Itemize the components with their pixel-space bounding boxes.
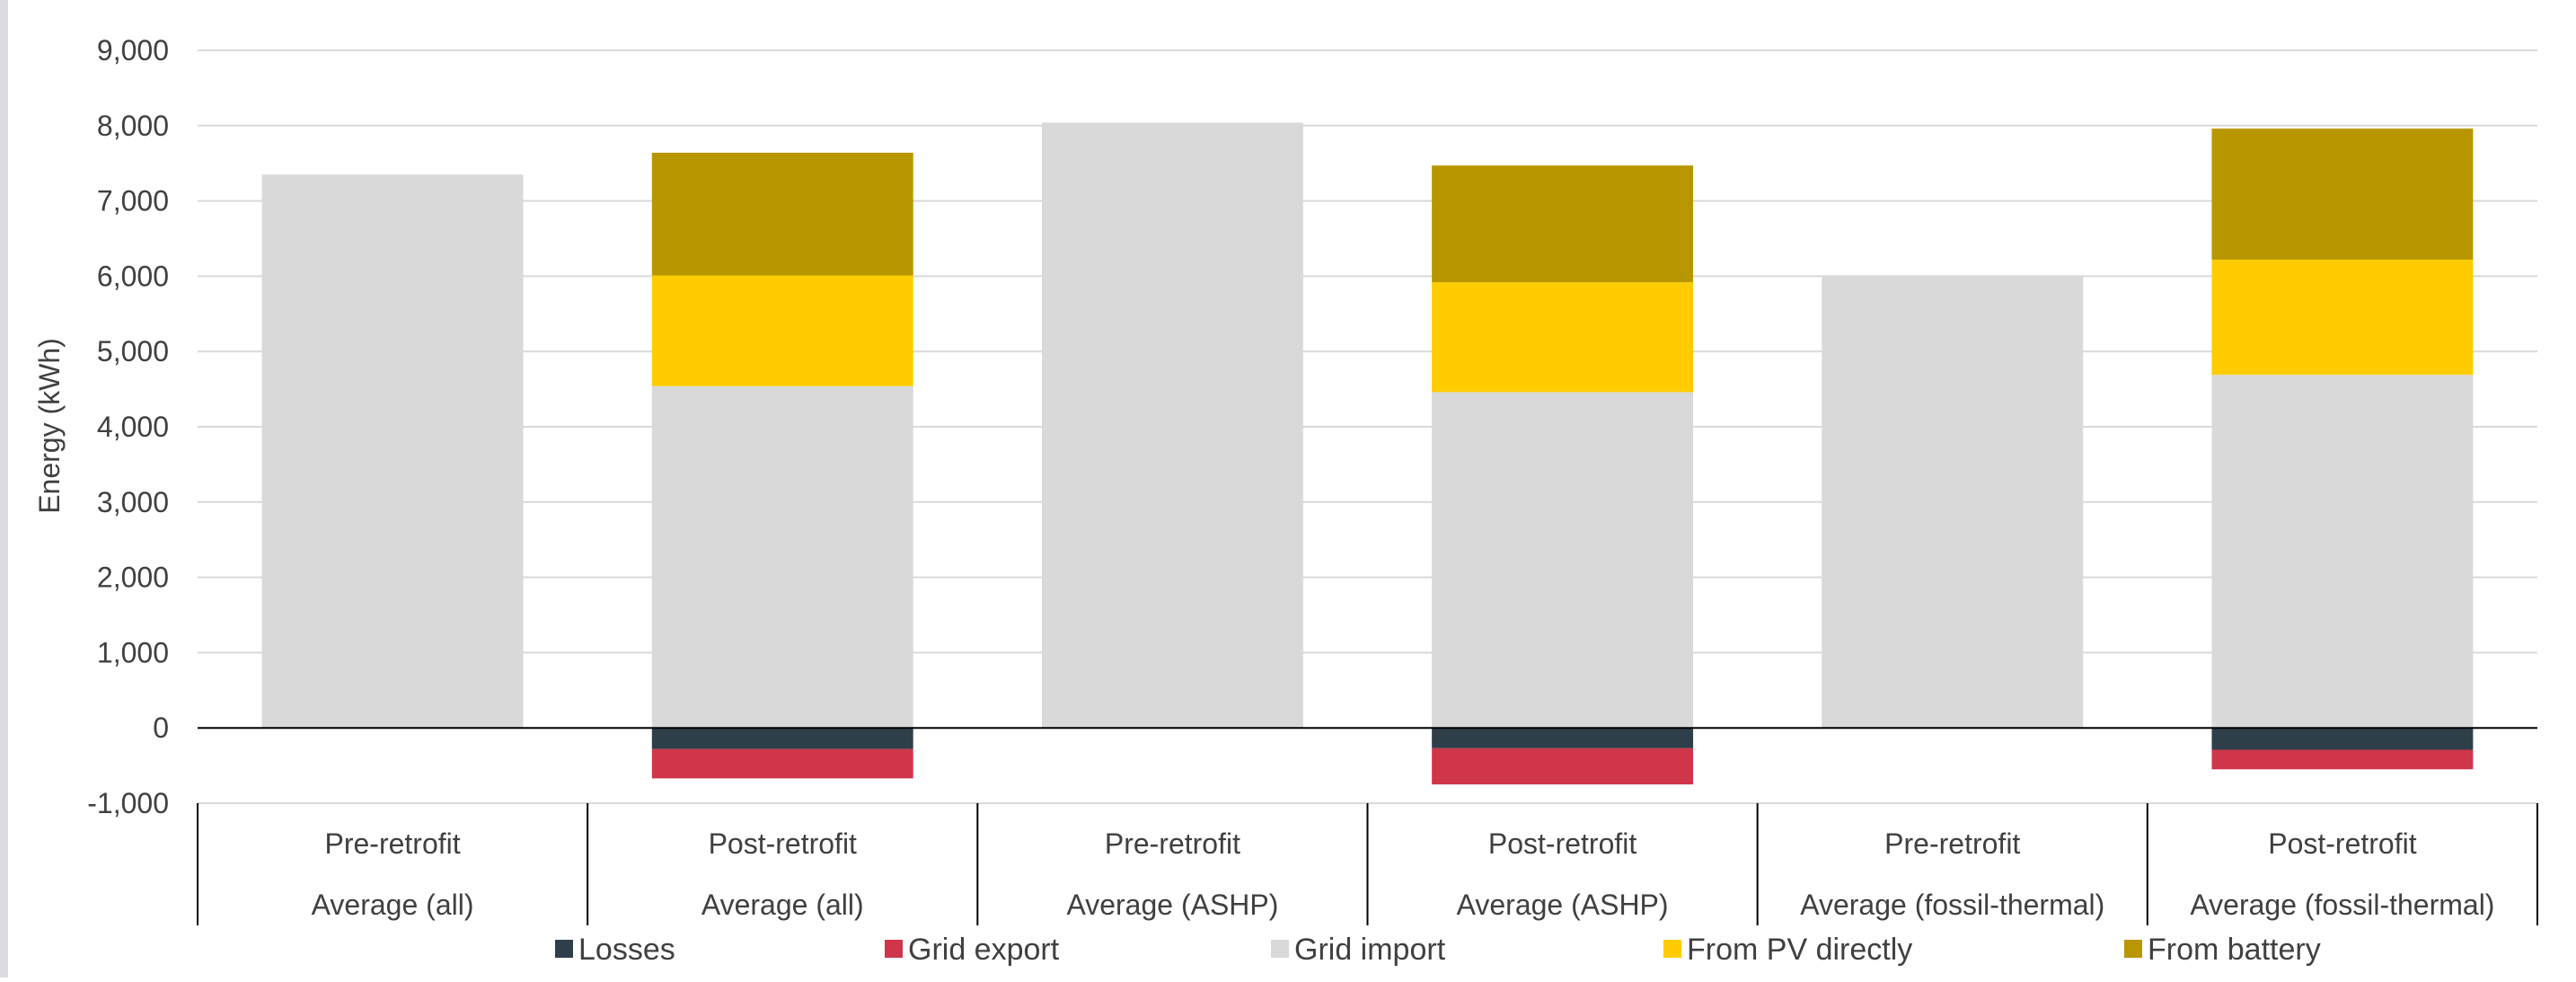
category-label-top: Pre-retrofit [1884, 827, 2020, 860]
bar-segment [1432, 728, 1694, 748]
category-label-top: Post-retrofit [2268, 827, 2416, 860]
legend: Losses Grid export Grid import From PV dire… [555, 933, 2321, 967]
bar-segment [651, 748, 913, 779]
bar-segment [1432, 282, 1694, 393]
bar-segment [1432, 748, 1694, 785]
y-tick-label: 8,000 [97, 110, 169, 142]
category-label-bottom: Average (ASHP) [1066, 889, 1278, 921]
y-axis-title: Energy (kWh) [33, 338, 66, 514]
y-tick-label: -1,000 [87, 787, 169, 819]
bar-segment [651, 275, 913, 386]
y-tick-label: 3,000 [97, 486, 169, 518]
category-label-bottom: Average (all) [701, 889, 864, 921]
bar-segment [651, 728, 913, 749]
bar-segment [2211, 749, 2474, 770]
bar-segment [2211, 728, 2474, 750]
axes [197, 727, 2538, 925]
legend-label: Grid export [908, 933, 1060, 967]
category-label-bottom: Average (fossil-thermal) [2190, 889, 2494, 921]
legend-label: From PV directly [1687, 933, 1912, 967]
y-tick-label: 7,000 [97, 185, 169, 217]
y-tick-label: 2,000 [97, 562, 169, 594]
legend-swatch [1271, 940, 1289, 958]
category-label-bottom: Average (all) [312, 889, 474, 921]
gridlines [198, 49, 2537, 804]
y-tick-label: 6,000 [97, 260, 169, 292]
bar-segment [1432, 165, 1694, 283]
category-label-top: Pre-retrofit [325, 827, 461, 860]
category-label-bottom: Average (ASHP) [1457, 889, 1669, 921]
y-tick-label: 5,000 [97, 335, 169, 367]
category-label-top: Post-retrofit [1488, 827, 1636, 860]
legend-label: Losses [578, 933, 675, 967]
bar-segment [651, 152, 913, 276]
y-tick-label: 9,000 [97, 34, 169, 66]
bar-segment [2211, 259, 2474, 376]
y-tick-label: 0 [153, 712, 169, 744]
y-tick-label: 4,000 [97, 411, 169, 443]
legend-swatch [555, 940, 573, 958]
legend-label: From battery [2148, 933, 2321, 967]
bar-segment [2211, 128, 2474, 260]
legend-swatch [2124, 940, 2142, 958]
bar-segment [1822, 276, 2084, 729]
legend-label: Grid import [1294, 933, 1446, 967]
bar-segment [261, 174, 524, 729]
category-labels: Pre-retrofit Average (all) Post-retrofit Av… [312, 827, 2495, 921]
category-label-top: Pre-retrofit [1105, 827, 1240, 860]
y-tick-labels: -1,000 0 1,000 2,000 3,000 4,000 5,000 6,000 7,0… [87, 34, 169, 819]
bar-segment [651, 385, 913, 729]
bar-segment [1041, 122, 1303, 729]
legend-swatch [885, 940, 903, 958]
bar-segment [1432, 392, 1694, 729]
y-tick-label: 1,000 [97, 636, 169, 668]
legend-swatch [1663, 940, 1681, 958]
left-border-stripe [0, 0, 8, 978]
bar-segment [2211, 375, 2474, 729]
category-label-bottom: Average (fossil-thermal) [1800, 889, 2104, 921]
category-label-top: Post-retrofit [709, 827, 857, 860]
bars [261, 122, 2474, 785]
